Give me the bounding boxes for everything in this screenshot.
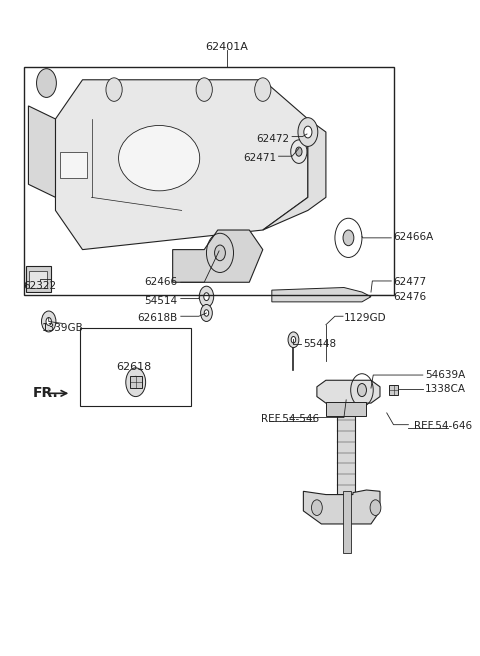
Text: 1338CA: 1338CA bbox=[425, 384, 466, 394]
Circle shape bbox=[132, 377, 140, 388]
Polygon shape bbox=[56, 80, 308, 250]
Circle shape bbox=[358, 384, 366, 397]
Circle shape bbox=[199, 286, 214, 307]
Bar bbox=[130, 377, 142, 388]
Circle shape bbox=[36, 69, 56, 97]
Text: 62466: 62466 bbox=[144, 277, 177, 287]
Text: FR.: FR. bbox=[33, 386, 59, 400]
Circle shape bbox=[296, 147, 302, 156]
Circle shape bbox=[196, 78, 212, 101]
Bar bbox=[60, 152, 87, 178]
Text: 54639A: 54639A bbox=[425, 370, 465, 380]
Text: 55448: 55448 bbox=[303, 339, 336, 350]
Text: REF.54-646: REF.54-646 bbox=[414, 421, 472, 431]
Text: 62476: 62476 bbox=[394, 292, 427, 302]
Circle shape bbox=[201, 304, 212, 321]
Bar bbox=[26, 266, 51, 292]
Text: 1339GB: 1339GB bbox=[41, 323, 83, 333]
Text: 62477: 62477 bbox=[394, 277, 427, 287]
Polygon shape bbox=[317, 380, 380, 403]
Text: 54514: 54514 bbox=[144, 296, 177, 306]
Circle shape bbox=[312, 500, 322, 516]
Bar bbox=[388, 385, 398, 396]
Circle shape bbox=[46, 318, 51, 325]
Circle shape bbox=[255, 78, 271, 101]
Text: REF.54-546: REF.54-546 bbox=[261, 415, 319, 424]
Circle shape bbox=[204, 310, 209, 316]
Text: 62472: 62472 bbox=[257, 134, 290, 144]
Circle shape bbox=[298, 117, 318, 146]
Circle shape bbox=[215, 245, 226, 260]
Text: 1129GD: 1129GD bbox=[344, 312, 386, 323]
Circle shape bbox=[304, 126, 312, 138]
Circle shape bbox=[204, 293, 209, 300]
Text: 62471: 62471 bbox=[243, 153, 276, 163]
Circle shape bbox=[370, 500, 381, 516]
Circle shape bbox=[41, 311, 56, 332]
Circle shape bbox=[126, 368, 145, 397]
Bar bbox=[343, 491, 351, 554]
Text: 62618B: 62618B bbox=[137, 313, 177, 323]
Text: 62466A: 62466A bbox=[394, 232, 434, 241]
Bar bbox=[337, 400, 355, 495]
Circle shape bbox=[288, 332, 299, 348]
Bar bbox=[24, 67, 394, 295]
Polygon shape bbox=[272, 287, 371, 302]
Bar bbox=[326, 402, 366, 416]
Text: 62322: 62322 bbox=[23, 281, 56, 291]
Bar bbox=[80, 328, 191, 406]
Text: 62401A: 62401A bbox=[205, 42, 248, 52]
Bar bbox=[29, 270, 48, 287]
Circle shape bbox=[343, 230, 354, 246]
Polygon shape bbox=[173, 230, 263, 282]
Text: 62618: 62618 bbox=[117, 362, 152, 372]
Polygon shape bbox=[28, 106, 56, 197]
Ellipse shape bbox=[119, 125, 200, 191]
Circle shape bbox=[106, 78, 122, 101]
Circle shape bbox=[291, 337, 296, 343]
Polygon shape bbox=[303, 490, 380, 524]
Polygon shape bbox=[263, 119, 326, 230]
